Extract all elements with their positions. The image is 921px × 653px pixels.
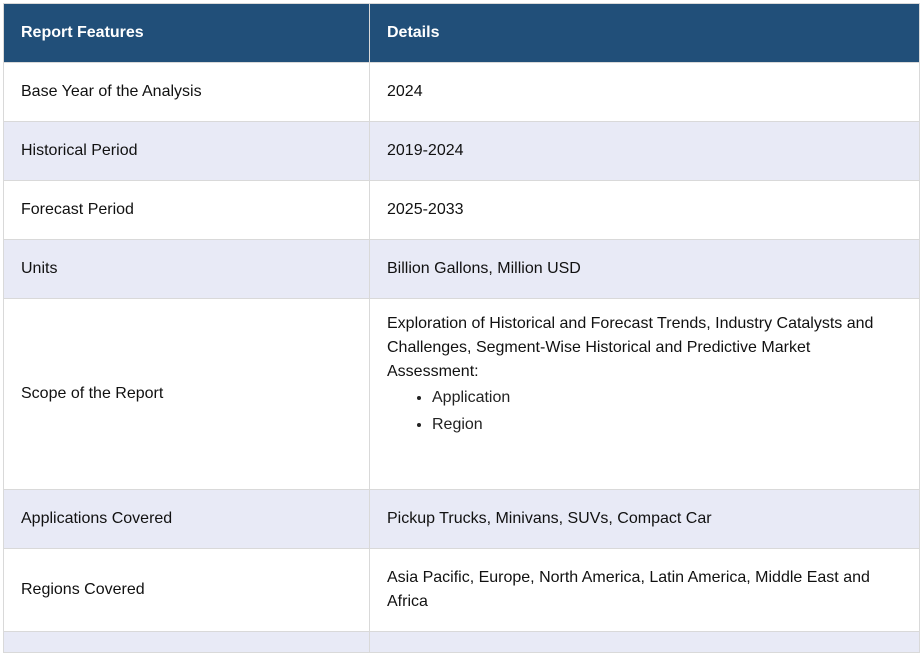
details-cell: 2019-2024: [369, 121, 920, 181]
table-header-row: Report Features Details: [3, 3, 920, 63]
details-cell: Exploration of Historical and Forecast T…: [369, 298, 920, 490]
table-row-partial: [3, 631, 920, 653]
bullet-item: Application: [432, 384, 902, 411]
feature-cell: Applications Covered: [3, 489, 370, 549]
table-row: Units Billion Gallons, Million USD: [3, 239, 920, 299]
report-features-table: Report Features Details Base Year of the…: [3, 3, 920, 653]
bullet-item: Region: [432, 411, 902, 438]
details-cell: Asia Pacific, Europe, North America, Lat…: [369, 548, 920, 632]
feature-cell: [3, 631, 370, 653]
details-cell: [369, 631, 920, 653]
feature-cell: Scope of the Report: [3, 298, 370, 490]
table-row: Historical Period 2019-2024: [3, 121, 920, 181]
header-report-features: Report Features: [3, 3, 370, 63]
scope-bullet-list: Application Region: [387, 384, 902, 438]
table-row: Regions Covered Asia Pacific, Europe, No…: [3, 548, 920, 632]
scope-text: Exploration of Historical and Forecast T…: [387, 315, 874, 380]
table-row: Forecast Period 2025-2033: [3, 180, 920, 240]
table-row: Scope of the Report Exploration of Histo…: [3, 298, 920, 490]
feature-cell: Base Year of the Analysis: [3, 62, 370, 122]
feature-cell: Units: [3, 239, 370, 299]
details-cell: Billion Gallons, Million USD: [369, 239, 920, 299]
feature-cell: Historical Period: [3, 121, 370, 181]
feature-cell: Forecast Period: [3, 180, 370, 240]
details-cell: 2025-2033: [369, 180, 920, 240]
feature-cell: Regions Covered: [3, 548, 370, 632]
details-cell: 2024: [369, 62, 920, 122]
table-row: Base Year of the Analysis 2024: [3, 62, 920, 122]
header-details: Details: [369, 3, 920, 63]
details-cell: Pickup Trucks, Minivans, SUVs, Compact C…: [369, 489, 920, 549]
table-row: Applications Covered Pickup Trucks, Mini…: [3, 489, 920, 549]
